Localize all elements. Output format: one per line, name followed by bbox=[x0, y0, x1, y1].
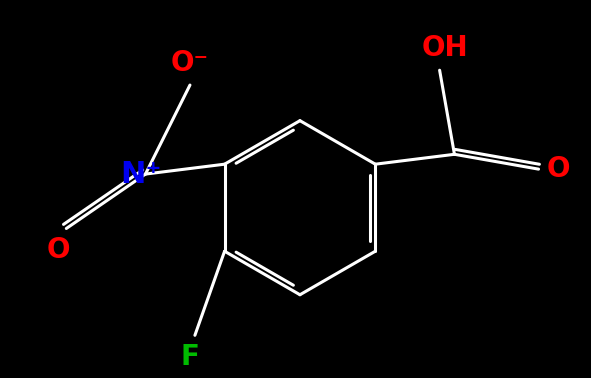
Text: N⁺: N⁺ bbox=[120, 160, 161, 189]
Text: O: O bbox=[47, 236, 70, 264]
Text: O: O bbox=[547, 155, 570, 183]
Text: O⁻: O⁻ bbox=[171, 49, 209, 77]
Text: F: F bbox=[180, 343, 199, 371]
Text: OH: OH bbox=[421, 34, 468, 62]
